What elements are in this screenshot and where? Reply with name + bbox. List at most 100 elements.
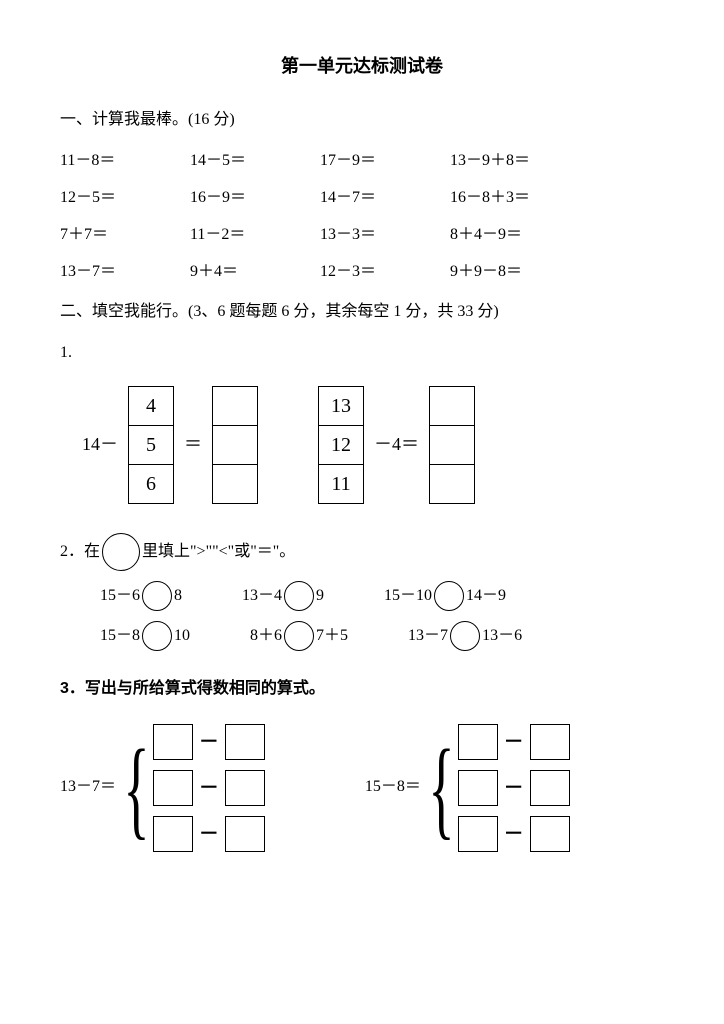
q1-left-answers (212, 386, 258, 503)
answer-box[interactable] (530, 770, 570, 806)
calc-cell: 8＋4－9＝ (450, 221, 610, 250)
question-3-head: 3．写出与所给算式得数相同的算式。 (60, 675, 664, 704)
compare-right: 13－6 (482, 622, 522, 651)
compare-circle[interactable] (450, 621, 480, 651)
q2-suffix: 里填上">""<"或"＝"。 (142, 538, 295, 567)
calc-cell: 14－5＝ (190, 147, 320, 176)
minus-sign: － (504, 770, 524, 806)
q3-line: － (153, 816, 265, 852)
q3-left-group: 13－7＝ { － － － (60, 724, 265, 852)
q3-line: － (458, 816, 570, 852)
q3-right-group: 15－8＝ { － － － (365, 724, 570, 852)
answer-box[interactable] (530, 816, 570, 852)
compare-item: 15－8 10 (100, 621, 190, 651)
q3-line: － (458, 724, 570, 760)
calc-cell: 12－3＝ (320, 258, 450, 287)
value-box: 13 (318, 386, 364, 426)
q3-right-lines: － － － (458, 724, 570, 852)
q1-right-answers (429, 386, 475, 503)
answer-box[interactable] (429, 425, 475, 465)
compare-circle[interactable] (284, 621, 314, 651)
calc-cell: 7＋7＝ (60, 221, 190, 250)
q1-right-group: 13 12 11 －4＝ (318, 386, 475, 503)
compare-right: 9 (316, 582, 324, 611)
answer-box[interactable] (225, 770, 265, 806)
question-1-num: 1. (60, 339, 664, 368)
answer-box[interactable] (458, 770, 498, 806)
q1-left-stack: 4 5 6 (128, 386, 174, 503)
q2-row: 15－6 8 13－4 9 15－10 14－9 (100, 581, 664, 611)
compare-item: 15－10 14－9 (384, 581, 506, 611)
compare-circle[interactable] (284, 581, 314, 611)
compare-item: 15－6 8 (100, 581, 182, 611)
answer-box[interactable] (225, 724, 265, 760)
value-box: 5 (128, 425, 174, 465)
minus-sign: － (504, 724, 524, 760)
answer-box[interactable] (153, 816, 193, 852)
q1-right-mid: －4＝ (370, 428, 423, 460)
section-2-head: 二、填空我能行。(3、6 题每题 6 分，其余每空 1 分，共 33 分) (60, 298, 664, 327)
minus-sign: － (504, 816, 524, 852)
answer-box[interactable] (212, 386, 258, 426)
answer-box[interactable] (530, 724, 570, 760)
compare-circle[interactable] (434, 581, 464, 611)
q3-line: － (153, 724, 265, 760)
answer-box[interactable] (429, 464, 475, 504)
q3-line: － (153, 770, 265, 806)
calc-cell: 14－7＝ (320, 184, 450, 213)
answer-box[interactable] (153, 724, 193, 760)
q1-prefix: 14－ (78, 428, 122, 460)
compare-right: 8 (174, 582, 182, 611)
brace-icon: { (123, 733, 149, 843)
calc-cell: 17－9＝ (320, 147, 450, 176)
value-box: 6 (128, 464, 174, 504)
q2-prefix: 2．在 (60, 538, 100, 567)
q3-right-label: 15－8＝ (365, 773, 421, 802)
minus-sign: － (199, 770, 219, 806)
calc-cell: 11－8＝ (60, 147, 190, 176)
q1-left-group: 14－ 4 5 6 ＝ (78, 386, 258, 503)
value-box: 4 (128, 386, 174, 426)
value-box: 12 (318, 425, 364, 465)
question-1: 14－ 4 5 6 ＝ 13 12 11 －4＝ (78, 386, 664, 503)
calc-cell: 16－8＋3＝ (450, 184, 610, 213)
brace-icon: { (428, 733, 454, 843)
compare-left: 15－6 (100, 582, 140, 611)
compare-left: 8＋6 (250, 622, 282, 651)
compare-item: 13－7 13－6 (408, 621, 522, 651)
section-1-rows: 11－8＝ 14－5＝ 17－9＝ 13－9＋8＝ 12－5＝ 16－9＝ 14… (60, 147, 664, 286)
compare-circle[interactable] (142, 621, 172, 651)
answer-box[interactable] (458, 724, 498, 760)
question-2-intro: 2．在 里填上">""<"或"＝"。 (60, 533, 664, 571)
compare-left: 13－4 (242, 582, 282, 611)
compare-left: 13－7 (408, 622, 448, 651)
calc-cell: 11－2＝ (190, 221, 320, 250)
question-3: 13－7＝ { － － － 15－8＝ { (60, 724, 664, 852)
calc-cell: 13－7＝ (60, 258, 190, 287)
compare-item: 13－4 9 (242, 581, 324, 611)
calc-row: 13－7＝ 9＋4＝ 12－3＝ 9＋9－8＝ (60, 258, 664, 287)
q1-right-stack: 13 12 11 (318, 386, 364, 503)
calc-row: 7＋7＝ 11－2＝ 13－3＝ 8＋4－9＝ (60, 221, 664, 250)
calc-row: 11－8＝ 14－5＝ 17－9＝ 13－9＋8＝ (60, 147, 664, 176)
page-title: 第一单元达标测试卷 (60, 50, 664, 82)
q2-row: 15－8 10 8＋6 7＋5 13－7 13－6 (100, 621, 664, 651)
answer-box[interactable] (429, 386, 475, 426)
answer-box[interactable] (225, 816, 265, 852)
value-box: 11 (318, 464, 364, 504)
answer-box[interactable] (212, 425, 258, 465)
section-1-head: 一、计算我最棒。(16 分) (60, 106, 664, 135)
compare-item: 8＋6 7＋5 (250, 621, 348, 651)
equals-sign: ＝ (180, 428, 206, 460)
minus-sign: － (199, 816, 219, 852)
q3-left-lines: － － － (153, 724, 265, 852)
circle-placeholder (102, 533, 140, 571)
compare-circle[interactable] (142, 581, 172, 611)
answer-box[interactable] (153, 770, 193, 806)
compare-right: 7＋5 (316, 622, 348, 651)
calc-cell: 13－3＝ (320, 221, 450, 250)
answer-box[interactable] (212, 464, 258, 504)
compare-right: 14－9 (466, 582, 506, 611)
answer-box[interactable] (458, 816, 498, 852)
compare-right: 10 (174, 622, 190, 651)
